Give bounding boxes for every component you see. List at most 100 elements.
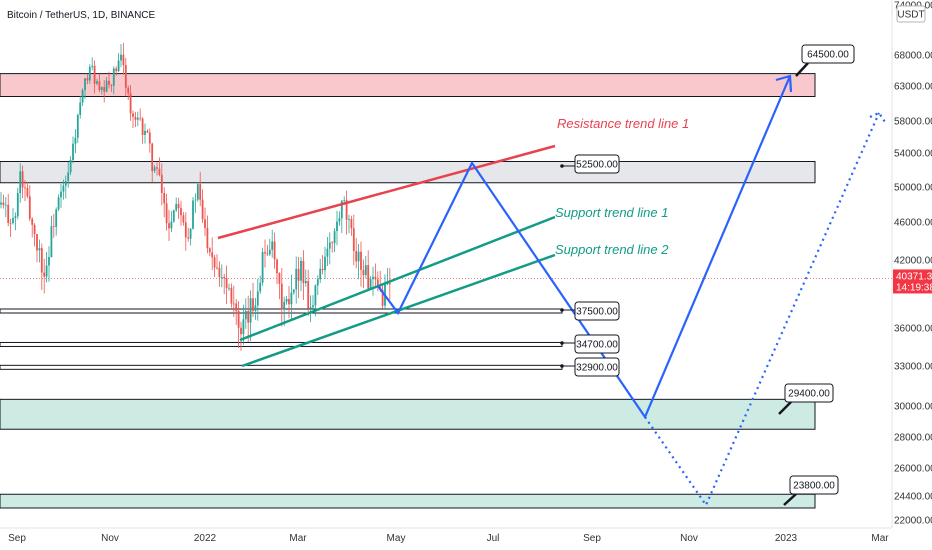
candle: [352, 214, 355, 266]
candle: [189, 227, 192, 246]
candle-body: [295, 268, 298, 290]
candle-body: [60, 191, 62, 198]
candle-body: [170, 221, 173, 229]
candle-body: [180, 208, 182, 216]
candle: [367, 250, 370, 291]
x-tick-label: Mar: [289, 533, 307, 544]
candle: [19, 163, 22, 203]
candle-body: [374, 276, 377, 280]
callout-dot: [560, 364, 564, 368]
candle-body: [372, 276, 374, 280]
callout-pointer: [783, 493, 797, 506]
last-price-badge: 40371.3614:19:38: [893, 269, 932, 294]
candle: [182, 212, 185, 226]
candle: [50, 215, 53, 258]
callout-label: 34700.00: [576, 340, 618, 351]
candle: [86, 74, 89, 85]
candle-body: [136, 117, 139, 120]
candle: [110, 84, 113, 92]
candle: [285, 296, 288, 305]
candle: [194, 193, 197, 213]
callout-label: 29400.00: [788, 389, 830, 400]
candle-body: [196, 184, 199, 200]
callout-box: [784, 383, 834, 403]
candle: [256, 278, 259, 321]
currency-badge[interactable]: USDT: [896, 5, 926, 23]
candle: [48, 246, 50, 282]
candle-body: [348, 219, 350, 220]
candle-body: [14, 216, 17, 218]
zone-52500: [0, 161, 816, 184]
candle-body: [168, 223, 170, 229]
callout-box: [574, 154, 620, 174]
candle: [38, 239, 41, 263]
candle-body: [163, 192, 166, 204]
candle-body: [112, 68, 115, 86]
candle-body: [57, 197, 60, 210]
candle-body: [139, 117, 142, 119]
alternative-projection-arrowhead: [869, 111, 886, 123]
callout-box: [801, 44, 855, 64]
candle: [24, 180, 26, 202]
support-zone-29400: [0, 398, 816, 430]
candle-body: [144, 130, 146, 135]
trend-line-label: Support trend line 2: [555, 242, 669, 257]
candle-body: [283, 301, 286, 310]
candle-body: [16, 193, 19, 217]
candle: [297, 256, 300, 299]
candle: [72, 136, 74, 164]
candle-body: [235, 303, 238, 312]
candle-body: [127, 87, 130, 94]
callout-box: [574, 301, 620, 321]
candle: [103, 79, 106, 103]
candle: [204, 207, 206, 237]
candle: [115, 66, 118, 76]
candle: [43, 258, 46, 294]
candle: [216, 254, 218, 270]
candle: [122, 42, 125, 75]
candle-body: [177, 203, 180, 209]
candle: [295, 256, 298, 304]
price-callout: 64500.00: [795, 44, 855, 77]
candle: [355, 238, 358, 269]
candle: [76, 113, 79, 144]
support-zone-23800: [0, 493, 816, 509]
candle-body: [165, 203, 168, 224]
price-callout: 52500.00: [560, 154, 620, 174]
candle: [151, 142, 154, 183]
candle-body: [62, 185, 65, 192]
candle-body: [19, 171, 22, 194]
candle: [276, 258, 278, 285]
candle: [21, 165, 24, 199]
candle-body: [302, 260, 305, 284]
candle-body: [120, 54, 122, 61]
candle-body: [52, 226, 55, 228]
candle: [271, 229, 274, 258]
candle-body: [12, 217, 14, 224]
candle: [374, 263, 377, 289]
candle-body: [124, 65, 127, 88]
candle-body: [268, 249, 271, 255]
trend-line-label: Support trend line 1: [555, 205, 668, 220]
candle: [240, 321, 242, 351]
candle: [307, 269, 310, 316]
candle: [268, 238, 271, 256]
candle: [362, 259, 365, 289]
candle: [62, 179, 65, 200]
x-tick-label: Mar: [871, 533, 889, 544]
candle-body: [312, 305, 314, 308]
candle: [326, 236, 329, 267]
candle-body: [9, 222, 12, 224]
candle-body: [331, 242, 334, 244]
candle-body: [40, 248, 43, 273]
candle-body: [292, 289, 295, 293]
candle-body: [192, 200, 194, 229]
candle-body: [343, 200, 346, 201]
candle: [211, 237, 214, 271]
x-tick-label: Nov: [101, 533, 119, 544]
candle: [88, 64, 91, 84]
chart-title: Bitcoin / TetherUS, 1D, BINANCE: [7, 10, 156, 21]
candle-body: [72, 143, 74, 161]
candle-body: [309, 307, 312, 309]
